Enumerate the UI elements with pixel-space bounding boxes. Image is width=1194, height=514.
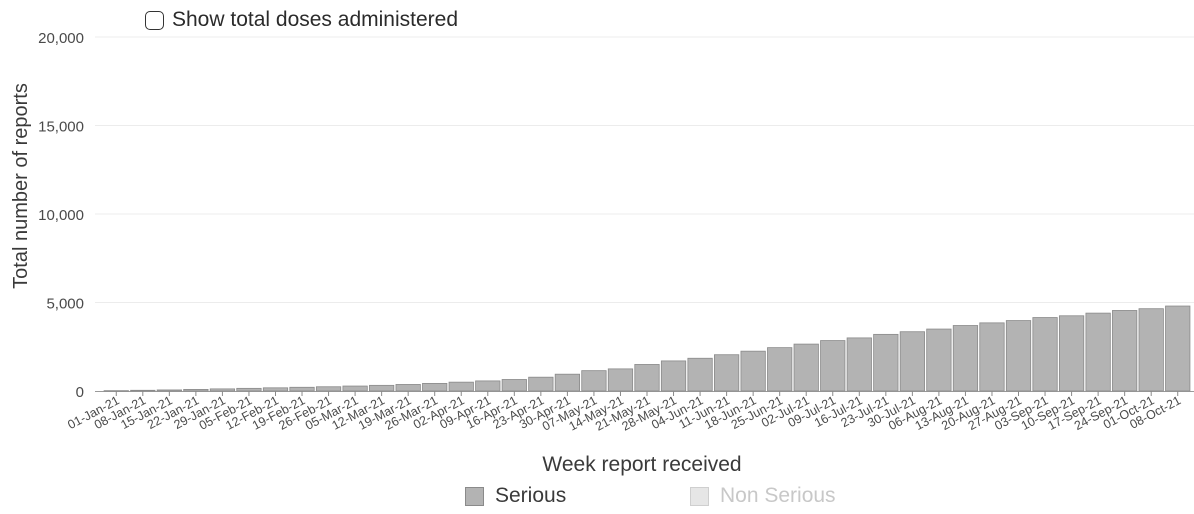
bar-serious[interactable] (820, 340, 846, 392)
bar-serious[interactable] (501, 379, 527, 392)
bar-serious[interactable] (899, 331, 925, 392)
bar-serious[interactable] (1058, 315, 1085, 392)
bar-serious[interactable] (342, 385, 368, 392)
bar-serious[interactable] (793, 343, 819, 392)
bar-serious[interactable] (448, 381, 474, 392)
legend-label-serious: Serious (495, 484, 567, 507)
bar-serious[interactable] (1005, 320, 1032, 392)
bar-serious[interactable] (528, 376, 554, 392)
bar-serious[interactable] (395, 384, 421, 392)
gridlines (95, 36, 1194, 303)
show-total-doses-label: Show total doses administered (172, 8, 458, 31)
bar-serious[interactable] (1085, 312, 1111, 392)
bar-serious[interactable] (315, 386, 342, 392)
bar-serious[interactable] (767, 347, 793, 392)
bar-serious[interactable] (687, 357, 713, 392)
legend-item-non-serious[interactable]: Non Serious (690, 482, 836, 510)
x-axis-title: Week report received (542, 453, 741, 476)
bar-serious[interactable] (369, 384, 395, 392)
bar-serious[interactable] (262, 387, 289, 392)
bar-serious[interactable] (183, 389, 209, 392)
bar-serious[interactable] (1112, 310, 1138, 392)
bar-serious[interactable] (289, 386, 315, 392)
y-axis-ticks: 0 5,000 10,000 15,000 20,000 (38, 30, 84, 401)
bar-serious[interactable] (1032, 317, 1058, 392)
y-axis-title: Total number of reports (10, 83, 32, 289)
bar-serious[interactable] (873, 333, 899, 392)
bar-serious[interactable] (1138, 308, 1164, 392)
bar-serious[interactable] (209, 388, 236, 392)
bar-serious[interactable] (740, 350, 766, 392)
bars (95, 305, 1194, 392)
show-total-doses-toggle[interactable]: Show total doses administered (145, 6, 458, 34)
bar-serious[interactable] (952, 325, 979, 392)
bar-serious[interactable] (236, 387, 262, 392)
show-total-doses-checkbox[interactable] (145, 10, 164, 30)
bar-serious[interactable] (475, 380, 501, 392)
bar-serious[interactable] (1165, 305, 1191, 392)
y-tick-label: 0 (76, 384, 84, 401)
bar-serious[interactable] (846, 337, 872, 392)
y-tick-label: 20,000 (38, 30, 84, 47)
bar-serious[interactable] (581, 370, 607, 392)
weekly-reports-bar-chart: 0 5,000 10,000 15,000 20,000 01-Jan-2108-Jan… (10, 30, 1194, 476)
bar-serious[interactable] (634, 364, 660, 392)
bar-serious[interactable] (926, 328, 952, 392)
bar-serious[interactable] (660, 360, 687, 392)
legend-item-serious[interactable]: Serious (465, 482, 566, 510)
legend-swatch-non-serious (690, 486, 709, 506)
legend-label-non-serious: Non Serious (720, 484, 836, 507)
y-tick-label: 10,000 (38, 207, 84, 224)
y-tick-label: 5,000 (46, 296, 84, 313)
y-tick-label: 15,000 (38, 119, 84, 136)
bar-serious[interactable] (979, 322, 1005, 392)
chart-legend: Serious Non Serious (0, 482, 1194, 512)
bar-serious[interactable] (156, 389, 182, 392)
bar-serious[interactable] (607, 368, 634, 392)
bar-serious[interactable] (130, 389, 156, 392)
bar-serious[interactable] (554, 373, 580, 392)
legend-swatch-serious (465, 486, 484, 506)
bar-serious[interactable] (422, 382, 448, 392)
x-axis-ticks: 01-Jan-2108-Jan-2115-Jan-2122-Jan-2129-J… (65, 391, 1183, 434)
bar-serious[interactable] (714, 354, 740, 392)
